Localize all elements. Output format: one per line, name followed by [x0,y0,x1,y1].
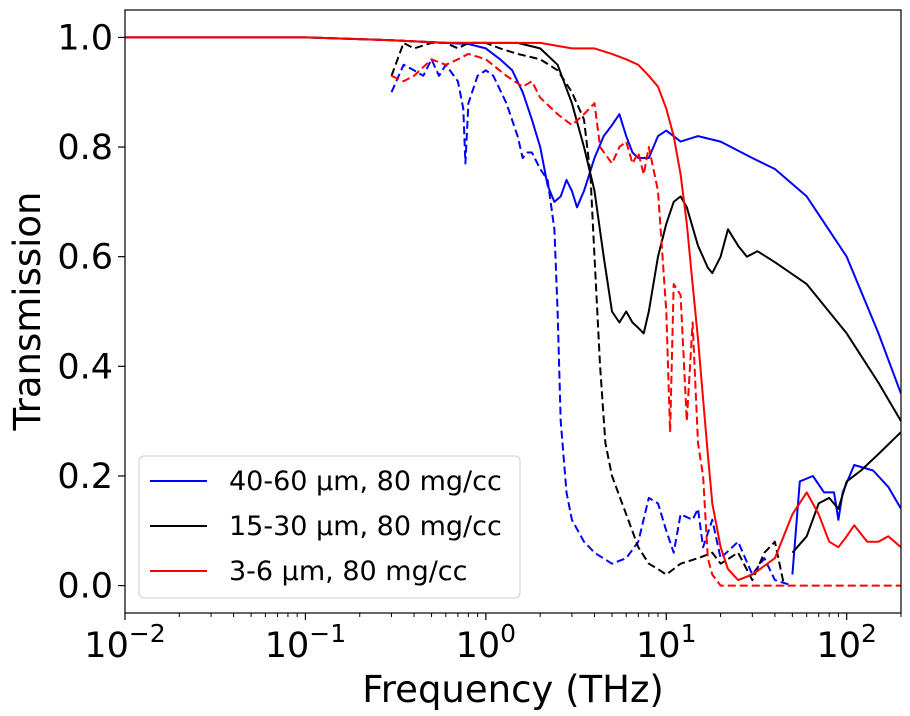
y-tick-label: 0.2 [57,457,113,497]
plot-frame [124,9,902,614]
x-tick-label: 10−2 [84,619,165,666]
x-tick-label: 101 [636,619,696,666]
y-axis-title: Transmission [6,191,49,431]
legend-label-black: 15-30 μm, 80 mg/cc [229,511,502,542]
series-line-5 [791,431,901,554]
y-tick-label: 0.0 [57,567,113,607]
x-tick-label: 100 [456,619,516,666]
series-line-2 [791,464,901,575]
legend-box [138,455,521,599]
x-tick-label: 102 [816,619,876,666]
y-tick-label: 0.8 [57,128,113,168]
plot-series [125,36,901,587]
x-axis-title: Frequency (THz) [362,668,664,711]
y-axis-ticks: 0.0 0.2 0.4 0.6 0.8 1.0 [57,18,125,607]
series-line-0 [125,36,901,395]
legend-label-blue: 40-60 μm, 80 mg/cc [229,466,502,497]
series-line-6 [125,36,901,582]
x-tick-label: 10−1 [265,619,346,666]
legend-label-red: 3-6 μm, 80 mg/cc [229,556,468,587]
y-tick-label: 1.0 [57,18,113,58]
legend: 40-60 μm, 80 mg/cc 15-30 μm, 80 mg/cc 3-… [138,455,521,599]
y-tick-label: 0.6 [57,238,113,278]
x-axis-ticks: 10−2 10−1 100 101 102 [84,613,902,666]
series-line-1 [390,58,793,587]
series-line-3 [125,36,901,422]
series-line-4 [390,41,786,586]
y-tick-label: 0.4 [57,347,113,387]
series-line-7 [391,52,901,587]
